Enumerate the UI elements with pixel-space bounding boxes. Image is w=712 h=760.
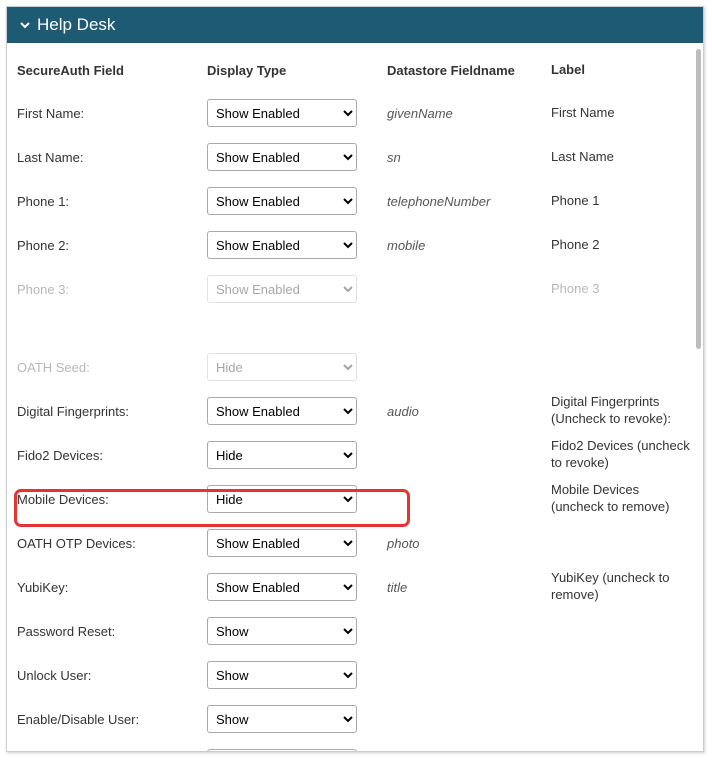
- field-label: Phone 3:: [17, 282, 207, 297]
- field-label: OATH Seed:: [17, 360, 207, 375]
- datastore-fieldname: title: [377, 580, 547, 595]
- column-headers: SecureAuth Field Display Type Datastore …: [17, 55, 693, 85]
- display-type-select[interactable]: Show Enabled: [207, 529, 357, 557]
- field-row: Mobile Devices:Hide Mobile Devices (unche…: [17, 477, 693, 521]
- display-type-select[interactable]: Show Enabled: [207, 99, 357, 127]
- datastore-fieldname: telephoneNumber: [377, 194, 547, 209]
- panel-title: Help Desk: [37, 15, 115, 35]
- field-label: Unlock User:: [17, 668, 207, 683]
- display-type-select[interactable]: Show Enabled: [207, 187, 357, 215]
- display-type-select[interactable]: Hide: [207, 441, 357, 469]
- display-cell: Hide: [207, 353, 377, 381]
- header-field: SecureAuth Field: [17, 63, 207, 78]
- display-cell: Show Enabled: [207, 397, 377, 425]
- label-text: Phone 2: [547, 237, 693, 254]
- header-datastore: Datastore Fieldname: [377, 63, 547, 78]
- display-cell: Hide: [207, 441, 377, 469]
- rows-block-1: First Name:Show EnabledgivenNameFirst Na…: [17, 91, 693, 311]
- field-label: Password Reset:: [17, 624, 207, 639]
- label-text: YubiKey (uncheck to remove): [547, 570, 693, 604]
- display-type-select[interactable]: Show Enabled: [207, 573, 357, 601]
- field-label: Digital Fingerprints:: [17, 404, 207, 419]
- rows-gap: [17, 311, 693, 345]
- field-label: Last Name:: [17, 150, 207, 165]
- header-label: Label: [547, 62, 693, 79]
- label-text: Phone 3: [547, 281, 693, 298]
- display-cell: Show Enabled: [207, 529, 377, 557]
- label-text: Last Name: [547, 149, 693, 166]
- display-cell: Show Enabled: [207, 187, 377, 215]
- field-label: First Name:: [17, 106, 207, 121]
- field-row: YubiKey:Show Enabled titleYubiKey (unchec…: [17, 565, 693, 609]
- display-type-select[interactable]: Hide: [207, 485, 357, 513]
- label-text: Fido2 Devices (uncheck to revoke): [547, 438, 693, 472]
- display-cell: Show: [207, 749, 377, 752]
- display-cell: Show Enabled: [207, 143, 377, 171]
- field-label: Enable/Disable User:: [17, 712, 207, 727]
- datastore-fieldname: audio: [377, 404, 547, 419]
- panel-content: SecureAuth Field Display Type Datastore …: [7, 43, 703, 752]
- chevron-down-icon: [19, 19, 31, 31]
- field-row: Phone 3:Show Enabled Phone 3: [17, 267, 693, 311]
- field-label: Phone 2:: [17, 238, 207, 253]
- display-type-select[interactable]: Show: [207, 661, 357, 689]
- help-desk-panel: Help Desk SecureAuth Field Display Type …: [6, 6, 704, 752]
- display-cell: Show: [207, 705, 377, 733]
- display-cell: Hide: [207, 485, 377, 513]
- display-type-select[interactable]: Hide: [207, 353, 357, 381]
- label-text: Phone 1: [547, 193, 693, 210]
- field-row: Phone 2:Show Enabled mobilePhone 2: [17, 223, 693, 267]
- field-row: First Name:Show Enabled givenNameFirst Na…: [17, 91, 693, 135]
- display-type-select[interactable]: Show: [207, 705, 357, 733]
- display-type-select[interactable]: Show Enabled: [207, 397, 357, 425]
- field-row: Fido2 Devices:Hide Fido2 Devices (uncheck…: [17, 433, 693, 477]
- label-text: Digital Fingerprints (Uncheck to revoke)…: [547, 394, 693, 428]
- field-label: YubiKey:: [17, 580, 207, 595]
- display-cell: Show Enabled: [207, 573, 377, 601]
- label-text: First Name: [547, 105, 693, 122]
- field-row: Digital Fingerprints:Show Enabled audioDi…: [17, 389, 693, 433]
- display-cell: Show: [207, 661, 377, 689]
- display-type-select[interactable]: Show Enabled: [207, 275, 357, 303]
- panel-header[interactable]: Help Desk: [7, 7, 703, 43]
- display-cell: Show Enabled: [207, 275, 377, 303]
- field-label: OATH OTP Devices:: [17, 536, 207, 551]
- label-text: Mobile Devices (uncheck to remove): [547, 482, 693, 516]
- field-row: OATH Seed:Hide: [17, 345, 693, 389]
- display-cell: Show: [207, 617, 377, 645]
- datastore-fieldname: mobile: [377, 238, 547, 253]
- field-label: Mobile Devices:: [17, 492, 207, 507]
- display-cell: Show Enabled: [207, 231, 377, 259]
- field-label: Phone 1:: [17, 194, 207, 209]
- display-type-select[interactable]: Show: [207, 749, 357, 752]
- display-type-select[interactable]: Show: [207, 617, 357, 645]
- display-type-select[interactable]: Show Enabled: [207, 231, 357, 259]
- rows-block-2: OATH Seed:HideDigital Fingerprints:Show …: [17, 345, 693, 752]
- datastore-fieldname: photo: [377, 536, 547, 551]
- field-row: Enable/Disable User:Show: [17, 697, 693, 741]
- field-row: Last Name:Show Enabled snLast Name: [17, 135, 693, 179]
- field-row: OATH OTP Devices:Show Enabled photo: [17, 521, 693, 565]
- field-row: Password Reset:Show: [17, 609, 693, 653]
- datastore-fieldname: givenName: [377, 106, 547, 121]
- scrollbar[interactable]: [696, 49, 701, 349]
- field-row: Unlock User:Show: [17, 653, 693, 697]
- field-row: Phone 1:Show Enabled telephoneNumberPhone…: [17, 179, 693, 223]
- field-row: Delete User:Show: [17, 741, 693, 752]
- field-label: Fido2 Devices:: [17, 448, 207, 463]
- display-type-select[interactable]: Show Enabled: [207, 143, 357, 171]
- display-cell: Show Enabled: [207, 99, 377, 127]
- header-display: Display Type: [207, 63, 377, 78]
- datastore-fieldname: sn: [377, 150, 547, 165]
